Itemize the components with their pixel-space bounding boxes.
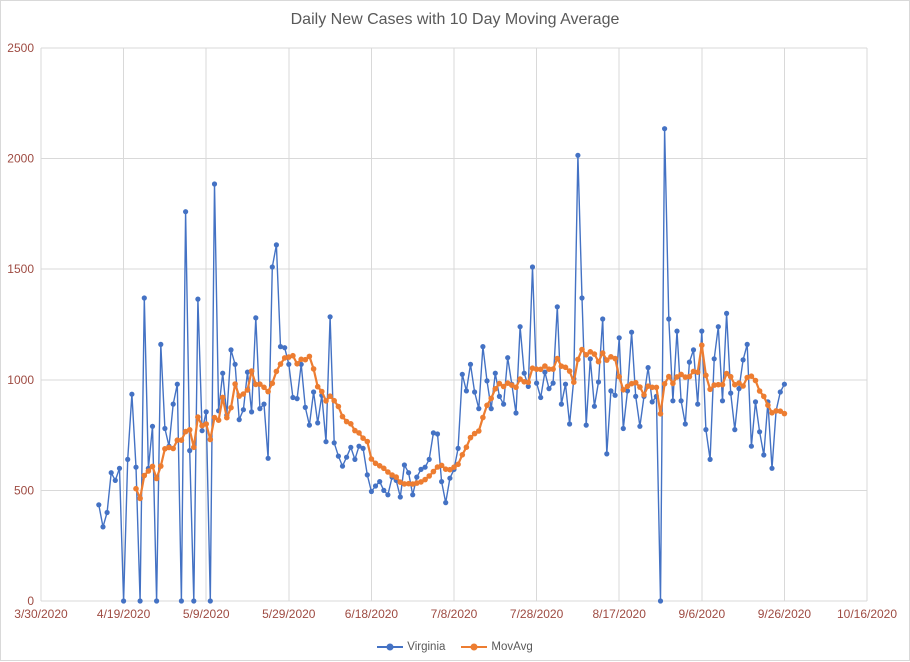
legend-label-movavg: MovAvg (491, 641, 533, 653)
x-axis-labels: 3/30/2020 4/19/2020 5/9/2020 5/29/2020 6/18/… (14, 607, 897, 621)
movavg-series[interactable] (133, 342, 788, 502)
virginia-series[interactable] (96, 126, 788, 604)
virginia-line-marker-icon (377, 643, 404, 651)
svg-text:9/26/2020: 9/26/2020 (758, 607, 812, 621)
svg-text:10/16/2020: 10/16/2020 (837, 607, 897, 621)
svg-text:3/30/2020: 3/30/2020 (14, 607, 68, 621)
svg-text:5/29/2020: 5/29/2020 (262, 607, 316, 621)
legend-label-virginia: Virginia (407, 641, 446, 653)
y-axis-labels: 0 500 1000 1500 2000 2500 (7, 41, 34, 608)
movavg-line-marker-icon (461, 643, 488, 651)
svg-text:2500: 2500 (7, 41, 34, 55)
svg-text:2000: 2000 (7, 152, 34, 166)
svg-text:500: 500 (14, 483, 34, 497)
svg-text:1500: 1500 (7, 262, 34, 276)
svg-text:4/19/2020: 4/19/2020 (97, 607, 151, 621)
legend-item-virginia[interactable]: Virginia (377, 641, 445, 653)
svg-text:1000: 1000 (7, 373, 34, 387)
svg-text:6/18/2020: 6/18/2020 (345, 607, 399, 621)
svg-text:7/28/2020: 7/28/2020 (510, 607, 564, 621)
svg-text:7/8/2020: 7/8/2020 (431, 607, 478, 621)
chart-title: Daily New Cases with 10 Day Moving Avera… (290, 11, 620, 28)
gridlines (40, 47, 868, 602)
legend-item-movavg[interactable]: MovAvg (461, 641, 533, 653)
svg-text:5/9/2020: 5/9/2020 (183, 607, 230, 621)
svg-text:9/6/2020: 9/6/2020 (678, 607, 725, 621)
legend: Virginia MovAvg (1, 641, 909, 653)
svg-text:8/17/2020: 8/17/2020 (593, 607, 647, 621)
svg-text:0: 0 (27, 594, 34, 608)
